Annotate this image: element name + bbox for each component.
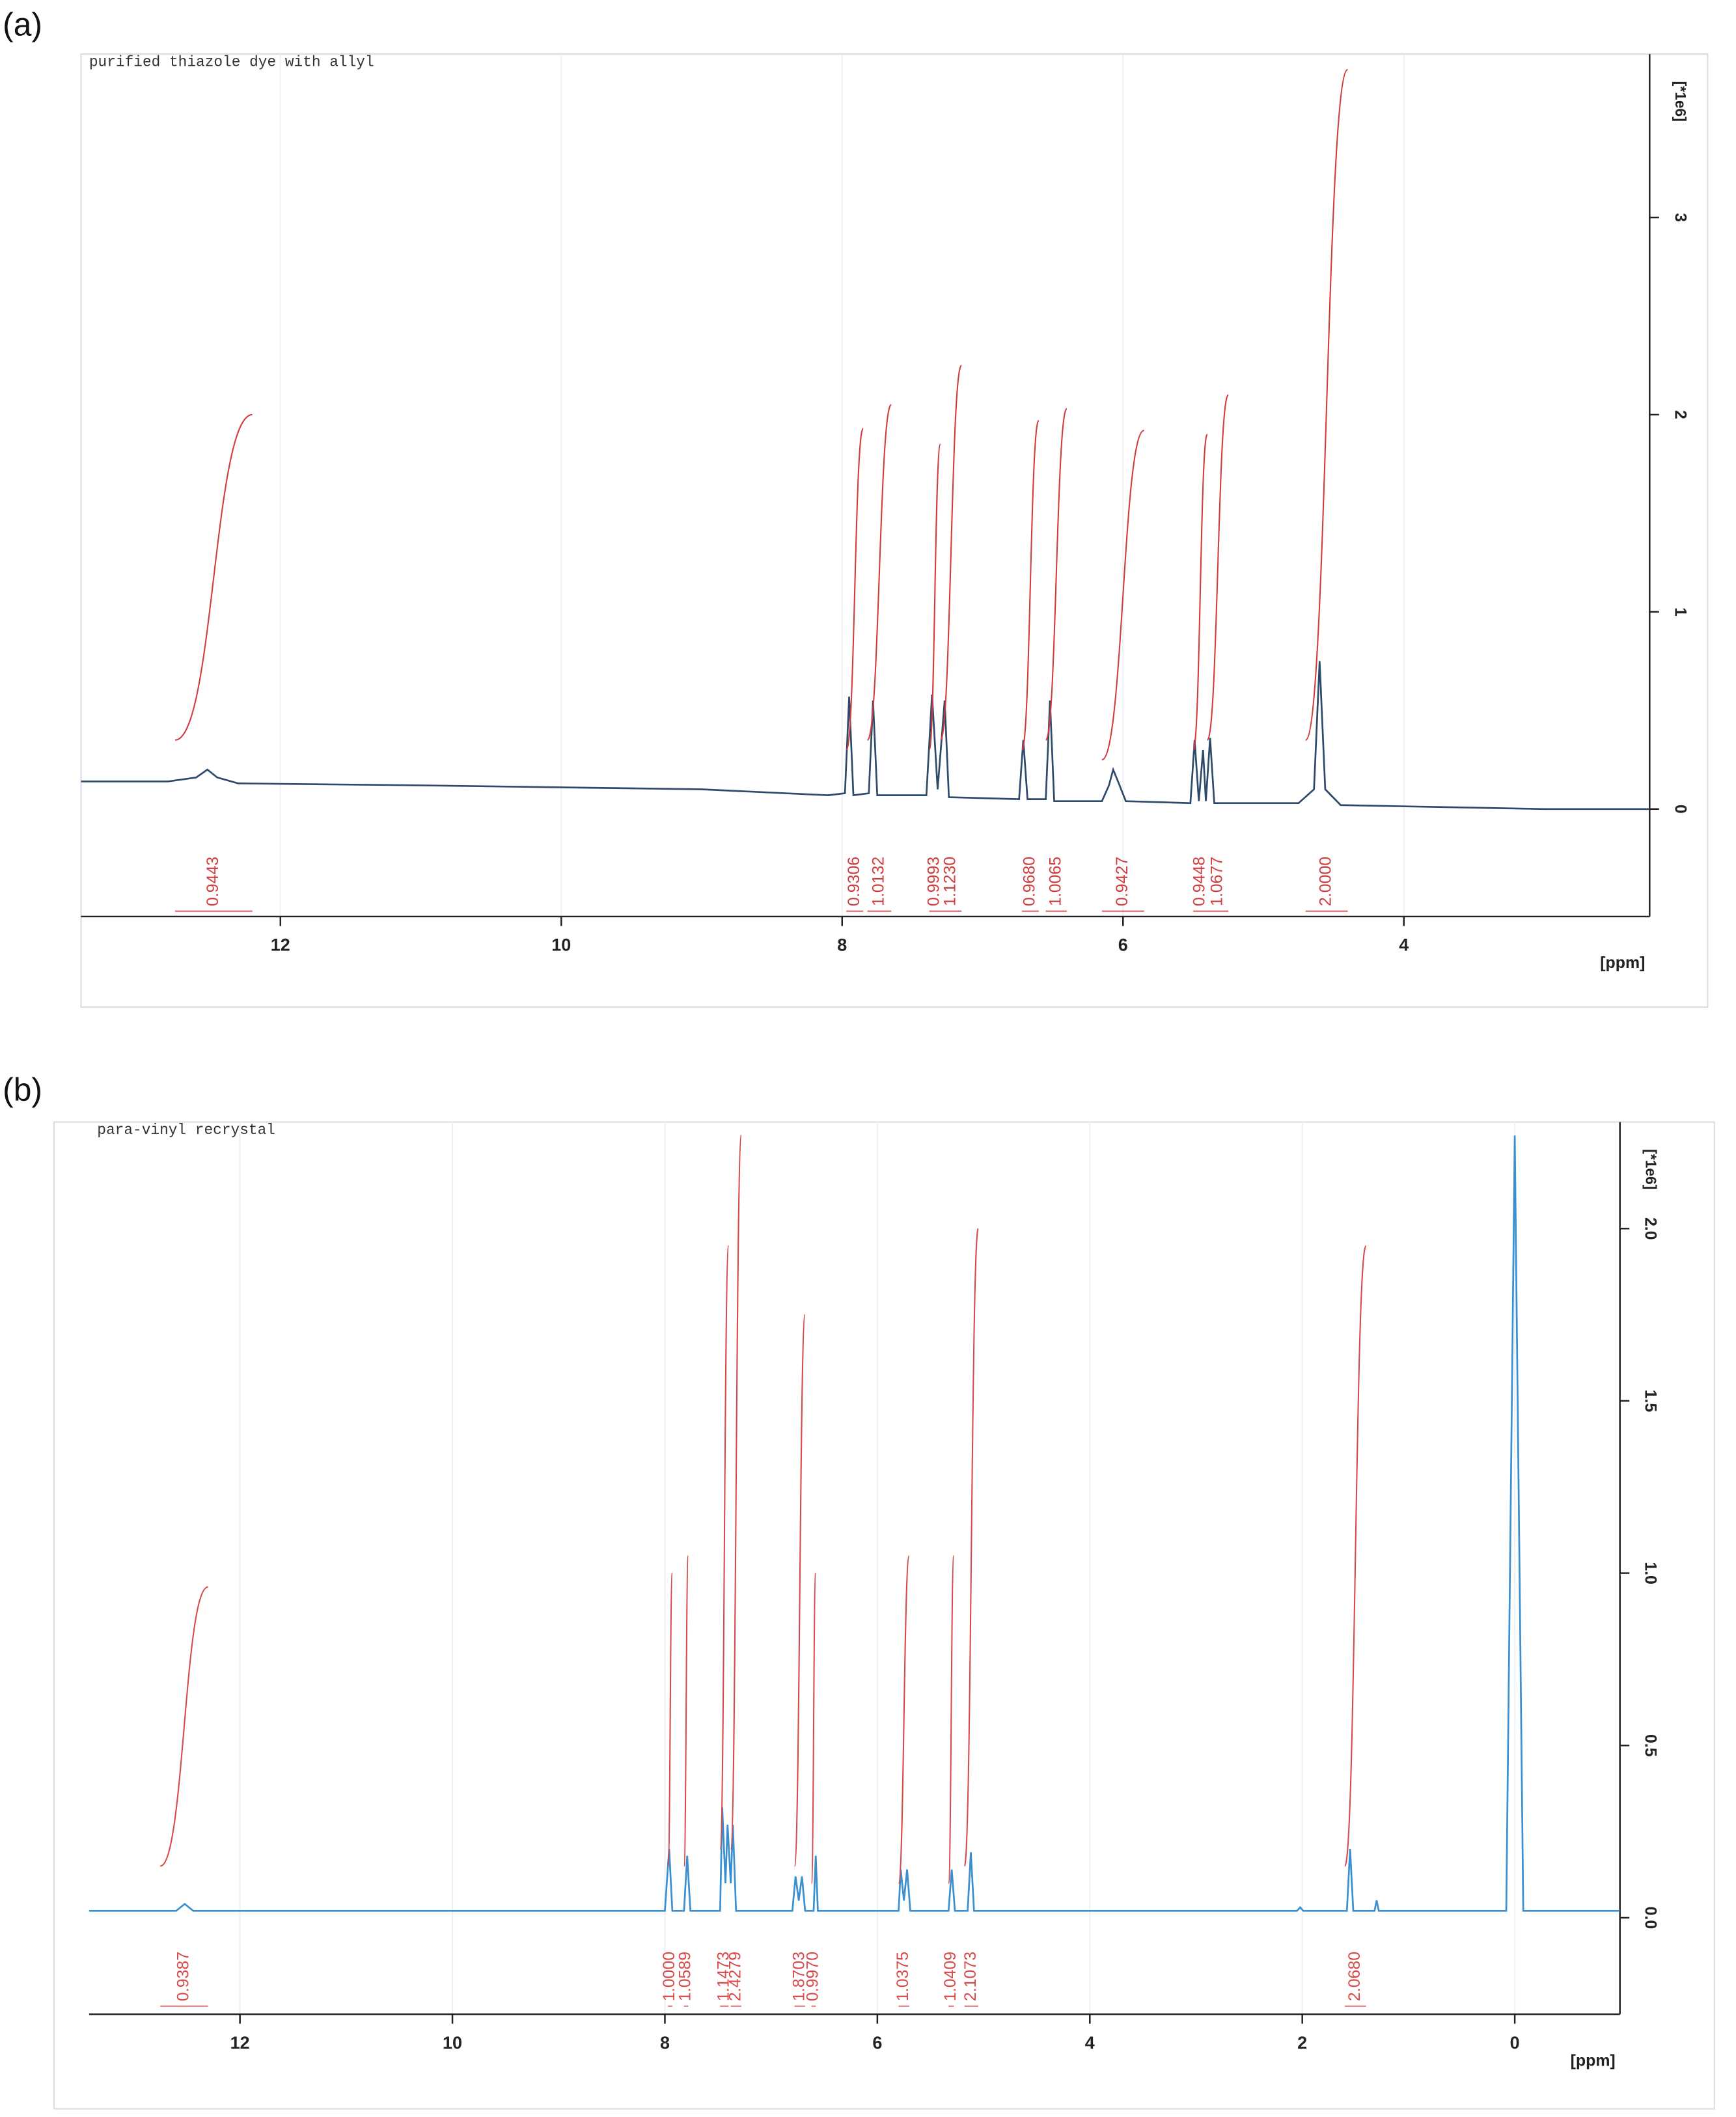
y-axis-label: [*1e6] xyxy=(1642,1149,1659,1189)
integral-label: 0.9448 xyxy=(1191,857,1209,906)
x-tick-label: 6 xyxy=(872,2033,882,2053)
integral-label: 1.0065 xyxy=(1046,857,1064,906)
integral-curve xyxy=(1304,68,1349,741)
x-tick-label: 8 xyxy=(837,935,847,955)
integral-label: 1.1473 xyxy=(714,1952,732,2001)
y-axis-label: [*1e6] xyxy=(1672,81,1689,122)
spectrum-line xyxy=(81,661,1650,810)
y-tick-label: 2 xyxy=(1671,410,1689,419)
integral-label: 2.0680 xyxy=(1345,1952,1364,2001)
integral-label: 0.9970 xyxy=(804,1952,822,2001)
integral-label: 0.9427 xyxy=(1113,857,1131,906)
plot-area xyxy=(89,1135,1620,1912)
integral-label: 0.9680 xyxy=(1020,857,1038,906)
integral-label: 0.9387 xyxy=(174,1952,193,2001)
x-tick-label: 10 xyxy=(551,935,571,955)
x-tick-label: 10 xyxy=(443,2033,462,2053)
x-tick-label: 0 xyxy=(1510,2033,1520,2053)
panel-frame xyxy=(80,53,1709,1008)
chart-title: purified thiazole dye with allyl xyxy=(89,54,374,71)
integral-curve xyxy=(810,1572,817,1885)
y-tick-label: 2.0 xyxy=(1642,1217,1660,1240)
integral-curve xyxy=(928,443,941,751)
integral-curve xyxy=(719,1245,730,1850)
x-axis-label: [ppm] xyxy=(1600,954,1645,972)
y-tick-label: 1 xyxy=(1671,607,1689,616)
integral-label: 1.0132 xyxy=(870,857,888,906)
integral-curve xyxy=(174,413,253,741)
integral-label: 1.0589 xyxy=(676,1952,695,2001)
panel: (b) para-vinyl recrystal 12 10 8 6 4 2 0 [ppm] 0.0… xyxy=(3,1072,1715,2110)
x-tick-label: 4 xyxy=(1399,935,1409,955)
integral-label: 1.0677 xyxy=(1207,857,1226,906)
integral-curve xyxy=(1192,434,1208,751)
integral-curve xyxy=(667,1572,673,1867)
x-axis-label: [ppm] xyxy=(1571,2051,1616,2069)
panel-label: (b) xyxy=(3,1072,42,1108)
integral-curve xyxy=(866,404,892,741)
integral-label: 1.0000 xyxy=(660,1952,678,2001)
chart-title: para-vinyl recrystal xyxy=(97,1122,275,1139)
integral-curve xyxy=(1021,420,1040,751)
spectrum-line xyxy=(89,1135,1620,1912)
integral-curve xyxy=(846,428,864,751)
integral-curve xyxy=(730,1135,742,1850)
x-tick-label: 2 xyxy=(1297,2033,1307,2053)
y-tick-label: 0.0 xyxy=(1642,1907,1660,1930)
x-tick-label: 8 xyxy=(660,2033,670,2053)
integral-label: 0.9443 xyxy=(204,857,222,906)
integral-curve xyxy=(963,1228,979,1867)
integral-curve xyxy=(1045,408,1068,741)
x-tick-label: 4 xyxy=(1085,2033,1095,2053)
y-tick-label: 1.5 xyxy=(1642,1390,1660,1413)
integral-label: 0.9993 xyxy=(925,857,943,906)
integral-curve xyxy=(683,1555,689,1867)
x-tick-label: 12 xyxy=(271,935,290,955)
integral-label: 2.4279 xyxy=(726,1952,744,2001)
integral-curve xyxy=(1101,430,1145,761)
integral-label: 2.0000 xyxy=(1317,857,1335,906)
integral-label: 1.0409 xyxy=(941,1952,959,2001)
integral-curve xyxy=(898,1555,910,1885)
integral-curve xyxy=(793,1314,806,1867)
integral-label: 0.9306 xyxy=(845,857,863,906)
integral-curve xyxy=(948,1555,955,1885)
integral-curve xyxy=(1206,394,1230,741)
x-tick-label: 12 xyxy=(230,2033,250,2053)
integral-curve xyxy=(159,1586,209,1867)
integral-curve xyxy=(1343,1245,1367,1867)
integral-label: 2.1073 xyxy=(961,1952,980,2001)
y-tick-label: 0.5 xyxy=(1642,1734,1660,1757)
integral-curve xyxy=(939,365,963,741)
y-tick-label: 0 xyxy=(1671,805,1689,814)
integral-label: 1.1230 xyxy=(941,857,959,906)
panel-frame xyxy=(53,1121,1715,2110)
integral-label: 1.8703 xyxy=(790,1952,808,2001)
integral-label: 1.0375 xyxy=(894,1952,912,2001)
panel-label: (a) xyxy=(3,7,42,43)
x-tick-label: 6 xyxy=(1118,935,1128,955)
y-tick-label: 1.0 xyxy=(1642,1562,1660,1584)
plot-area xyxy=(81,68,1650,810)
y-tick-label: 3 xyxy=(1671,213,1689,222)
